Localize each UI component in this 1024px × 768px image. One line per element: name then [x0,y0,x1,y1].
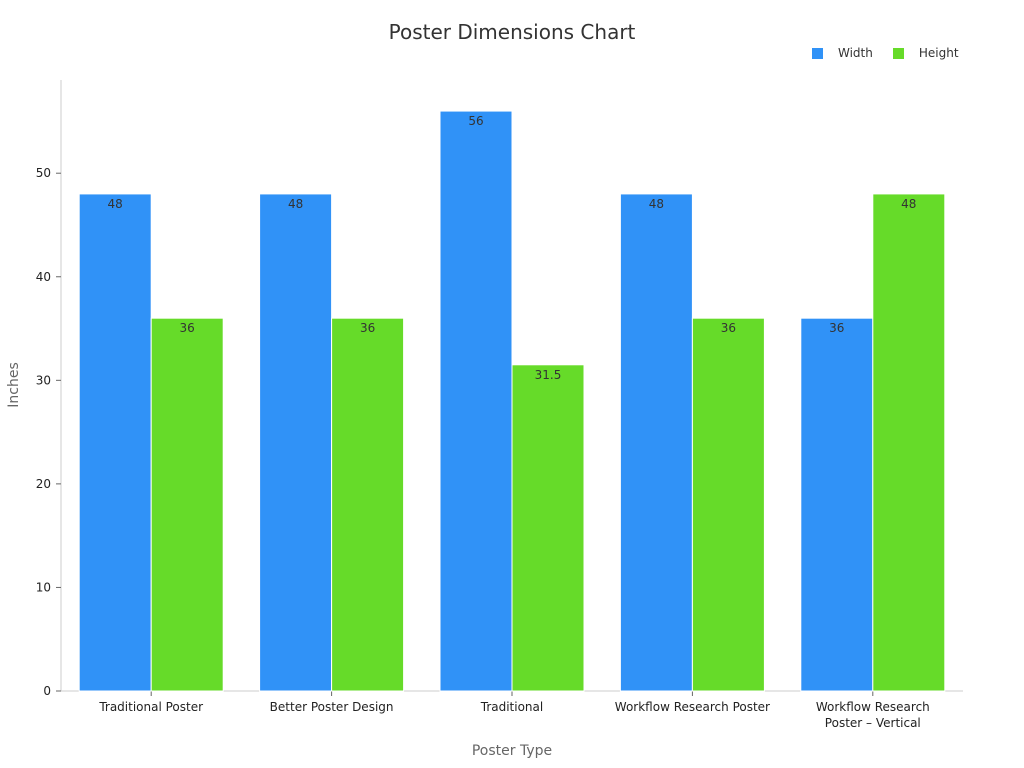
data-label: 48 [901,197,916,211]
bar-width[interactable] [800,317,874,692]
legend-label-height: Height [918,46,959,60]
data-label: 31.5 [535,368,562,382]
bar-width[interactable] [439,110,513,692]
y-tick-label: 0 [43,684,51,698]
y-axis-title: Inches [6,362,22,407]
chart-title: Poster Dimensions Chart [388,20,636,44]
data-label: 36 [360,321,375,335]
bar-width[interactable] [259,193,333,692]
data-label: 36 [180,321,195,335]
legend-label-width: Width [838,46,873,60]
bar-height[interactable] [331,317,405,692]
y-tick-label: 20 [36,477,51,491]
x-tick-label: Workflow Research Poster [615,700,770,714]
bar-width[interactable] [78,193,152,692]
bar-height[interactable] [150,317,224,692]
x-tick-label: Better Poster Design [270,700,394,714]
x-axis-title: Poster Type [472,743,552,759]
data-label: 56 [468,114,483,128]
data-label: 36 [721,321,736,335]
legend-swatch-height [892,47,904,59]
legend: Width Height [812,46,979,60]
y-tick-label: 30 [36,373,51,387]
legend-item-width[interactable]: Width [812,46,873,60]
axes: 0 10 20 30 40 50 Traditional Poster Better Post… [36,80,963,730]
x-tick-label: Workflow Research Poster – Vertical [816,700,930,730]
y-tick-label: 50 [36,166,51,180]
bar-height[interactable] [872,193,946,692]
bars [78,110,946,692]
legend-item-height[interactable]: Height [892,46,959,60]
x-tick-label: Traditional Poster [98,700,203,714]
data-label: 36 [829,321,844,335]
data-labels: 48 36 48 36 56 31.5 48 36 36 48 [108,114,917,382]
bar-width[interactable] [619,193,693,692]
bar-height[interactable] [511,364,585,692]
y-tick-label: 40 [36,270,51,284]
bar-height[interactable] [691,317,765,692]
legend-swatch-width [812,47,823,59]
x-tick-label: Traditional [480,700,543,714]
data-label: 48 [108,197,123,211]
data-label: 48 [649,197,664,211]
data-label: 48 [288,197,303,211]
y-tick-label: 10 [36,580,51,594]
